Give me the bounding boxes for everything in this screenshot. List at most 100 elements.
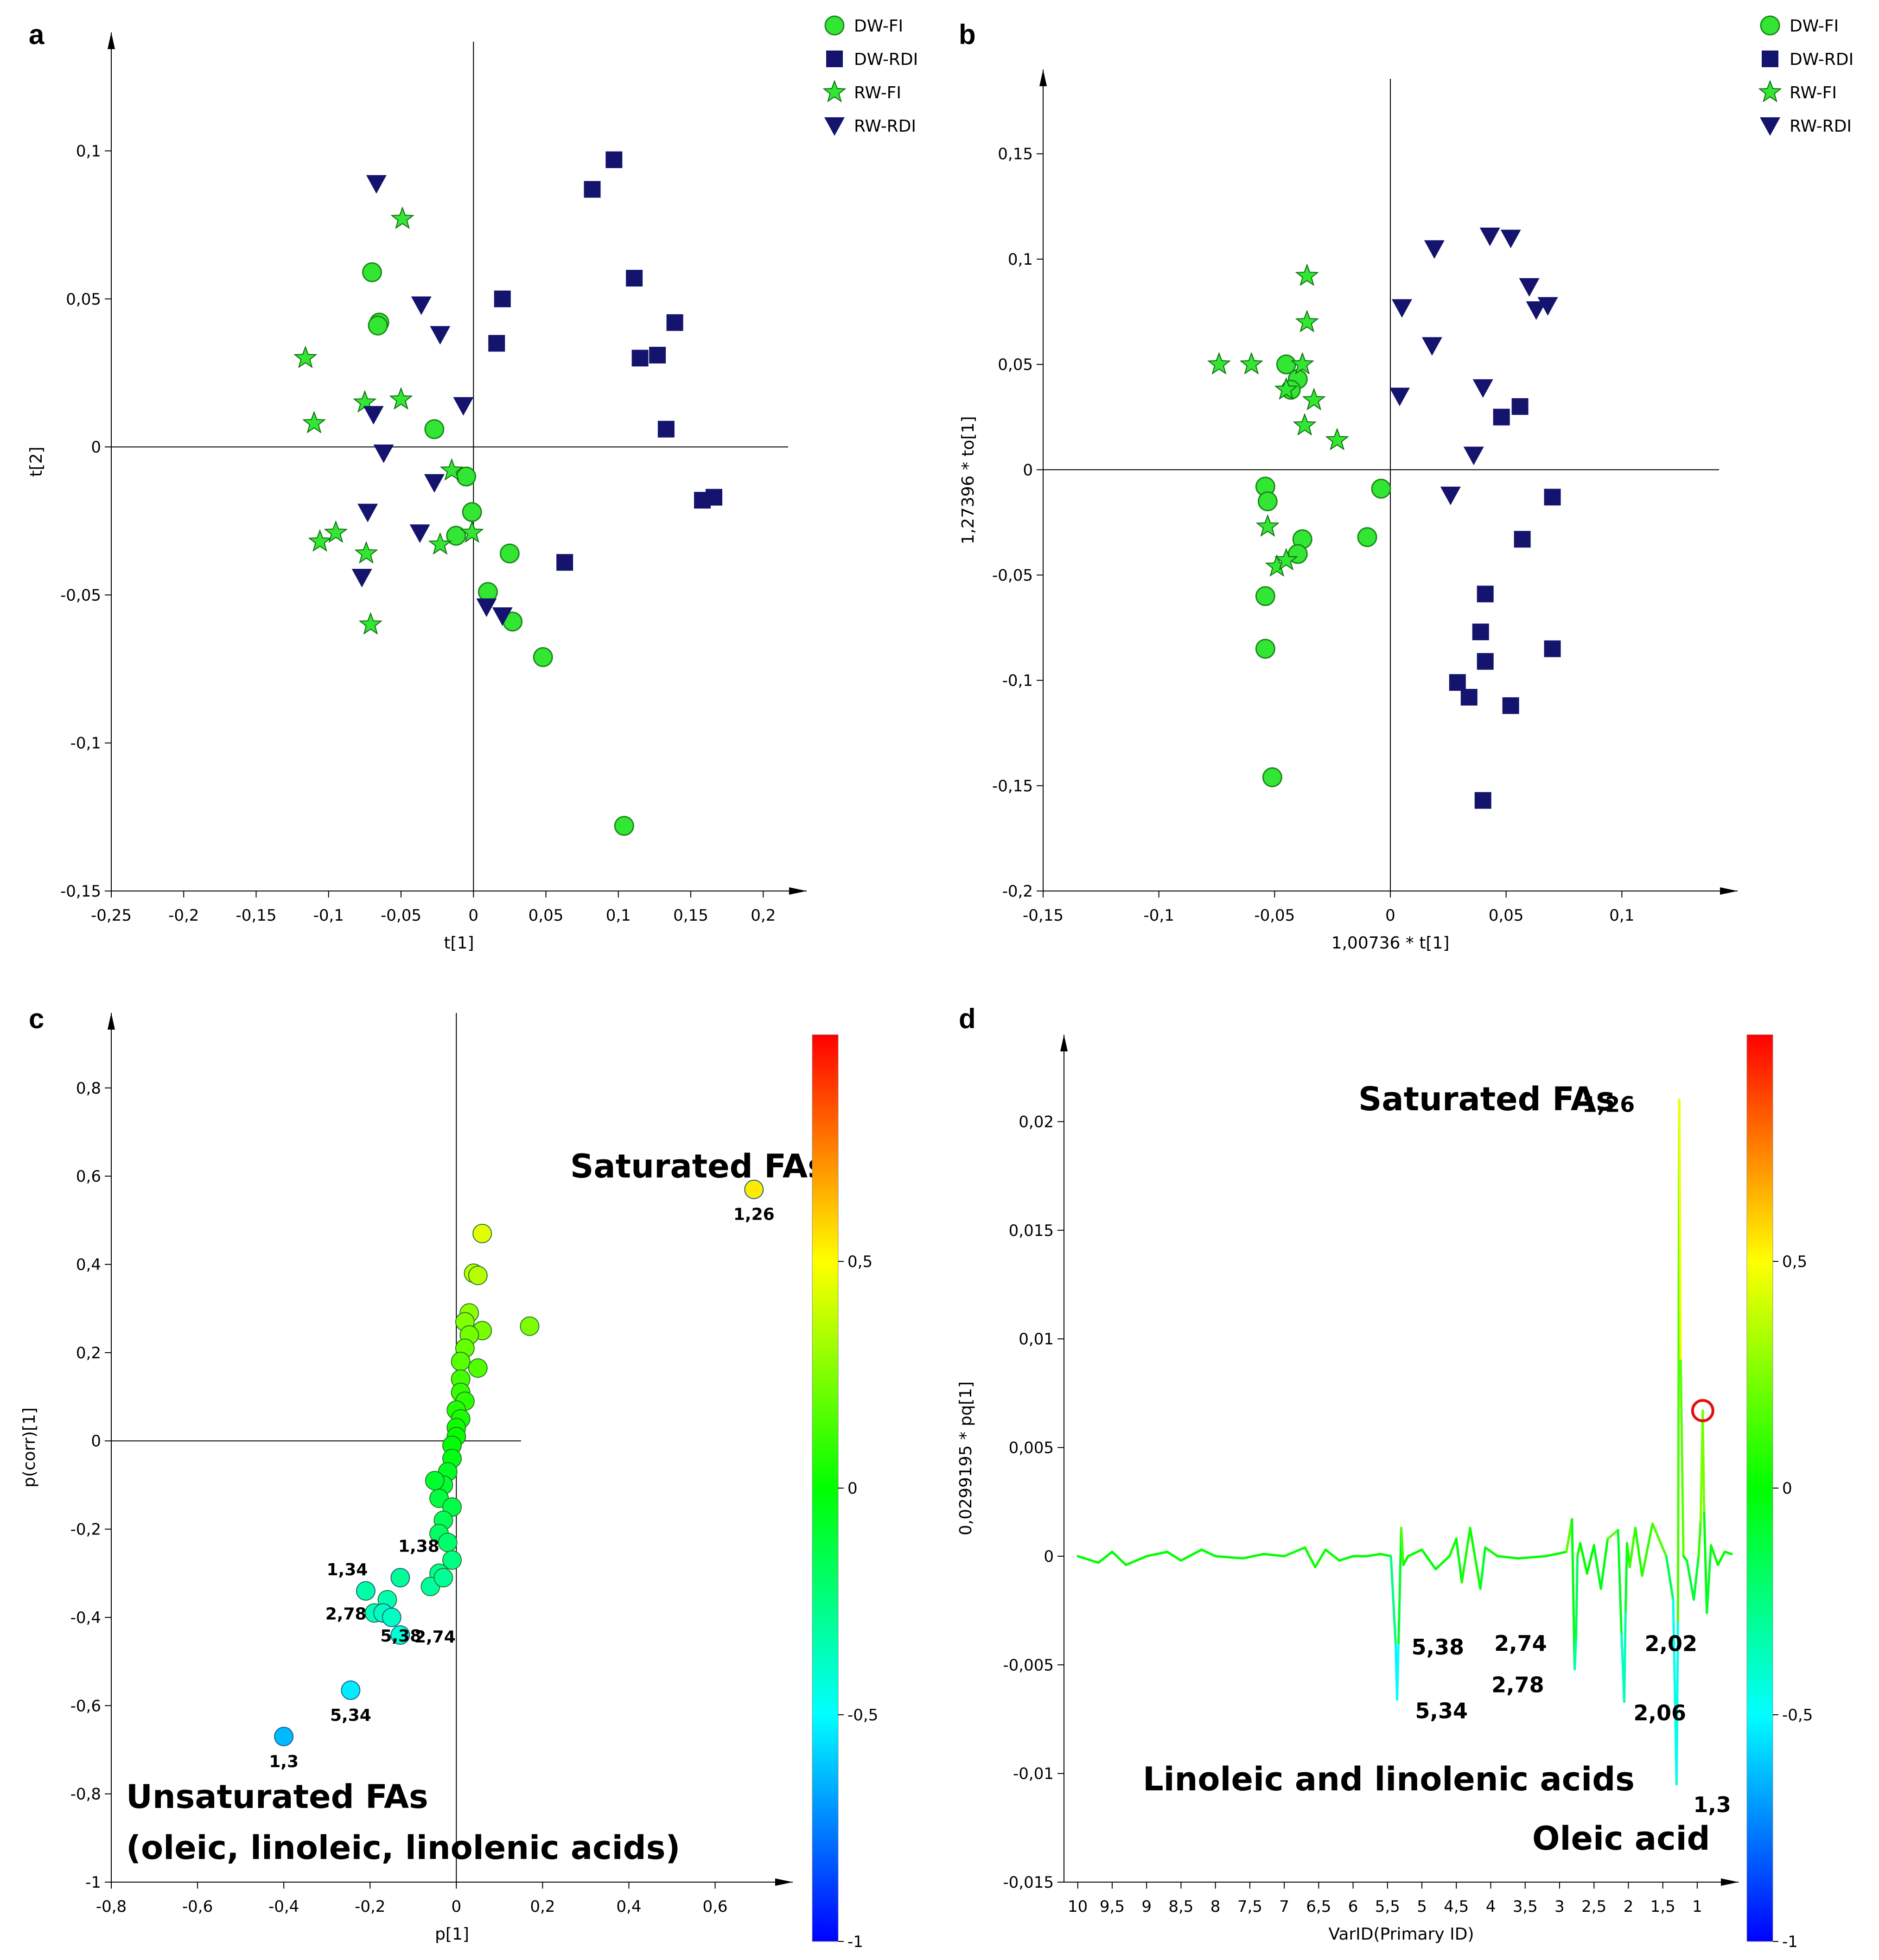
- y-tick-label: 0,2: [76, 1344, 101, 1362]
- loading-line-segment: [1338, 1555, 1355, 1562]
- dw-rdi-point: [584, 181, 601, 198]
- point-label: 1,26: [733, 1205, 775, 1224]
- x-tick-label: -0,25: [91, 906, 132, 925]
- rw-fi-point: [358, 612, 382, 635]
- annotation-unsaturated-fas: Unsaturated FAs: [126, 1778, 428, 1816]
- highlight-circle: [1691, 1399, 1714, 1422]
- x-tick-label: 1: [1692, 1897, 1702, 1916]
- rw-rdi-point: [366, 175, 387, 194]
- loading-line-segment: [1624, 1542, 1628, 1612]
- x-tick-label: 10: [1068, 1897, 1088, 1916]
- colorbar-tick-label: -1: [1782, 1933, 1798, 1951]
- rw-rdi-point: [1519, 278, 1540, 297]
- x-tick-label: 2,5: [1581, 1897, 1606, 1916]
- dw-rdi-point: [631, 350, 649, 367]
- x-tick-label: 6: [1348, 1897, 1358, 1916]
- y-tick-label: 0: [1023, 461, 1033, 479]
- colorbar-tick-label: 0,5: [847, 1253, 873, 1271]
- loading-line-segment: [1314, 1548, 1327, 1568]
- legend-marker-rw-rdi: [824, 117, 845, 136]
- colorbar-tick-label: 0: [1782, 1479, 1792, 1498]
- dw-fi-point: [1357, 527, 1377, 547]
- x-tick-label: 0,4: [616, 1897, 641, 1916]
- dw-fi-point: [1255, 638, 1275, 659]
- rw-rdi-point: [424, 474, 445, 493]
- loading-line-segment: [1396, 1642, 1400, 1701]
- y-tick-label: 0,05: [998, 356, 1033, 374]
- loading-line-segment: [1517, 1555, 1547, 1560]
- variable-point: [472, 1223, 492, 1243]
- loading-line-segment: [1697, 1520, 1702, 1558]
- x-tick-label: 0,05: [529, 906, 564, 925]
- point-label: 1,38: [398, 1537, 439, 1556]
- rw-fi-point: [354, 541, 378, 564]
- legend-label-rw-rdi: RW-RDI: [854, 117, 916, 136]
- loading-line-segment: [1434, 1555, 1451, 1571]
- loading-line-segment: [1479, 1546, 1487, 1590]
- loading-line-segment: [1723, 1551, 1733, 1555]
- y-tick-label: 0,1: [1008, 250, 1033, 269]
- variable-point: [520, 1316, 540, 1336]
- variable-point: [438, 1533, 458, 1553]
- x-tick-label: 0,05: [1489, 906, 1524, 925]
- x-tick-label: 4,5: [1444, 1897, 1469, 1916]
- dw-rdi-point: [1544, 640, 1561, 657]
- loading-line-segment: [1586, 1544, 1595, 1575]
- legend-label-rw-fi: RW-FI: [1790, 83, 1837, 102]
- y-tick-label: 0,15: [998, 145, 1033, 164]
- variable-point: [442, 1550, 462, 1570]
- point-label: 5,38: [380, 1627, 421, 1646]
- x-axis-title: t[1]: [444, 934, 474, 953]
- loading-line-segment: [1641, 1522, 1654, 1577]
- dw-fi-point: [499, 543, 520, 564]
- dw-fi-point: [456, 466, 477, 487]
- rw-fi-point: [390, 206, 414, 229]
- loading-line-segment: [1496, 1555, 1520, 1560]
- x-tick-label: -0,2: [168, 906, 199, 925]
- point-label: 1,3: [269, 1752, 299, 1771]
- x-tick-label: 9: [1141, 1897, 1152, 1916]
- x-tick-label: -0,2: [355, 1897, 385, 1916]
- y-tick-label: -0,8: [70, 1785, 101, 1804]
- x-axis-arrow: [775, 1878, 793, 1886]
- dw-rdi-point: [626, 270, 643, 287]
- x-tick-label: 0,2: [530, 1897, 555, 1916]
- y-axis-title: t[2]: [27, 446, 46, 477]
- loading-line-segment: [1379, 1553, 1392, 1558]
- rw-rdi-point: [1391, 299, 1412, 318]
- colorbar: [812, 1034, 839, 1942]
- loading-line-segment: [1324, 1548, 1341, 1562]
- peak-label: 1,26: [1582, 1092, 1635, 1117]
- y-axis-title: p(corr)[1]: [20, 1407, 39, 1488]
- rw-rdi-point: [453, 397, 474, 416]
- x-tick-label: 0,1: [606, 906, 631, 925]
- y-tick-label: 0: [91, 438, 101, 457]
- colorbar-tick-label: 0: [847, 1479, 858, 1498]
- loading-line-segment: [1544, 1551, 1568, 1558]
- y-tick-label: -0,015: [1003, 1873, 1054, 1892]
- dw-rdi-point: [1511, 398, 1529, 415]
- legend-label-dw-rdi: DW-RDI: [1790, 50, 1854, 69]
- dw-fi-point: [462, 502, 482, 522]
- x-tick-label: -0,05: [1254, 906, 1295, 925]
- loading-line-segment: [1651, 1522, 1668, 1558]
- rw-fi-point: [302, 411, 326, 433]
- dw-rdi-point: [1449, 674, 1466, 691]
- y-tick-label: -0,6: [70, 1697, 101, 1715]
- loading-line-segment: [1573, 1637, 1578, 1671]
- loading-line-segment: [1469, 1527, 1482, 1590]
- rw-fi-point: [1274, 547, 1298, 571]
- loading-line-segment: [1599, 1537, 1609, 1590]
- loading-line-segment: [1166, 1551, 1182, 1562]
- dw-fi-point: [614, 816, 634, 836]
- loading-line-segment: [1678, 1099, 1682, 1362]
- rw-fi-point: [460, 520, 484, 543]
- y-tick-label: 0,05: [66, 290, 101, 309]
- y-axis-title: 0,0299195 * pq[1]: [956, 1381, 975, 1535]
- y-tick-label: -0,01: [1013, 1765, 1054, 1783]
- rw-fi-point: [1255, 514, 1280, 537]
- loading-line-segment: [1076, 1555, 1100, 1564]
- annotation-oleic-acid: Oleic acid: [1532, 1820, 1710, 1858]
- y-tick-label: -0,2: [1002, 882, 1033, 901]
- loading-line-segment: [1693, 1555, 1700, 1601]
